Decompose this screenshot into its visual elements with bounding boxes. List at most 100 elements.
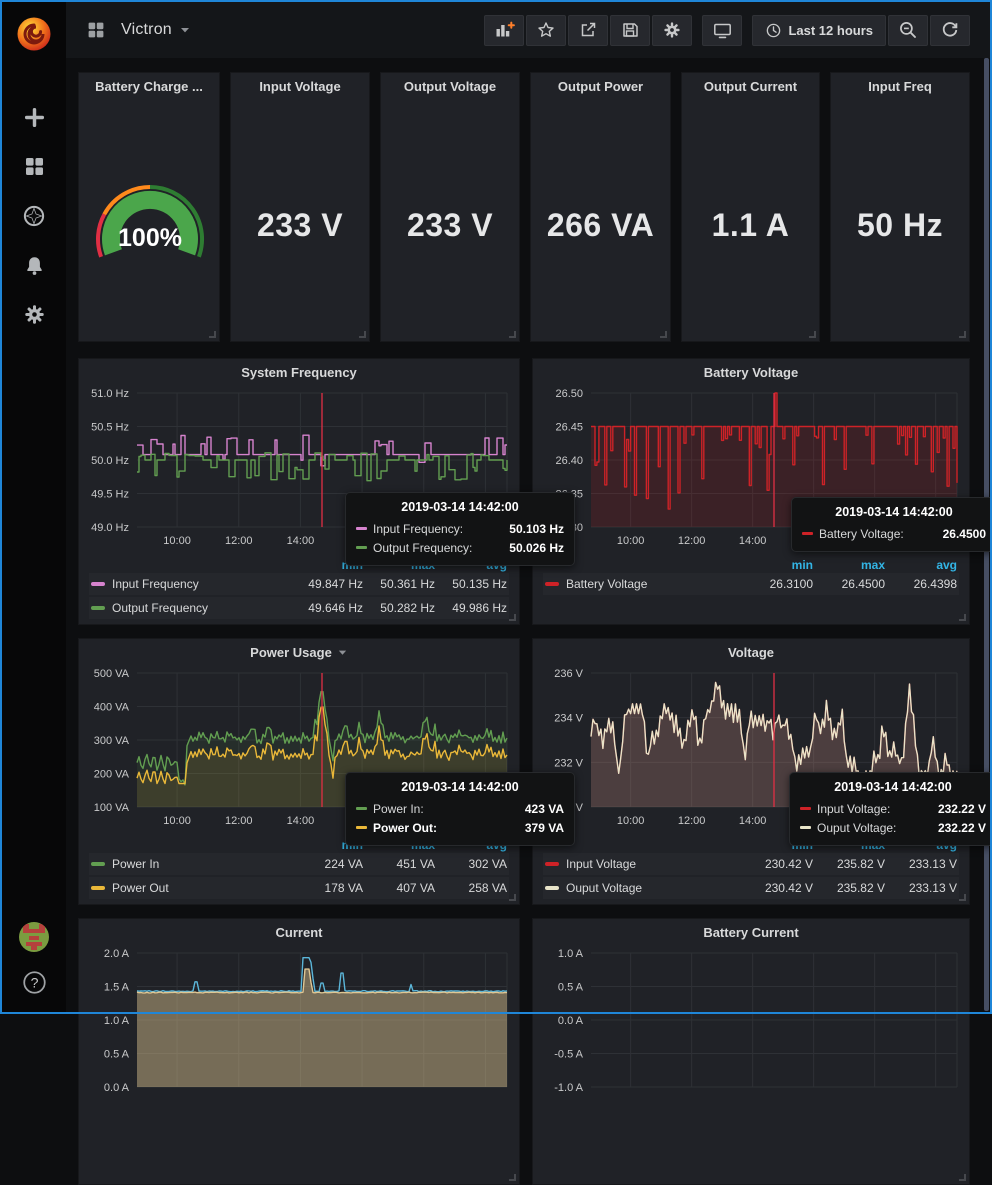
series-avg: 302 VA <box>468 857 507 871</box>
panel-title[interactable]: Battery Voltage <box>533 365 969 380</box>
series-name: Output Frequency <box>112 601 209 615</box>
zoom-out-button[interactable] <box>888 14 928 46</box>
series-name: Power Out <box>112 881 169 895</box>
panel-title-text: Input Freq <box>868 79 932 94</box>
panel-title[interactable]: Current <box>79 925 519 940</box>
tooltip-row: Output Frequency: 50.026 Hz <box>356 538 564 557</box>
graph-tooltip: 2019-03-14 14:42:00 Input Frequency: 50.1… <box>345 492 575 566</box>
page-title: Victron <box>121 21 172 38</box>
save-button[interactable] <box>610 14 651 46</box>
graph-tooltip: 2019-03-14 14:42:00 Power In: 423 VA Powe… <box>345 772 575 846</box>
legend-col-max[interactable]: max <box>860 558 885 572</box>
grafana-logo[interactable] <box>10 9 58 57</box>
panel-title[interactable]: Output Current <box>682 79 819 94</box>
time-series-plot[interactable]: 1.0 A 0.5 A 0.0 A -0.5 A -1.0 A <box>541 945 963 1115</box>
svg-text:500 VA: 500 VA <box>94 668 130 680</box>
legend-item[interactable]: Input Voltage 230.42 V 235.82 V 233.13 V <box>543 853 959 875</box>
panel-title-text: Input Voltage <box>259 79 341 94</box>
svg-text:26.40: 26.40 <box>555 455 583 467</box>
series-swatch <box>545 886 559 890</box>
tooltip-row: Battery Voltage: 26.4500 <box>802 524 986 543</box>
panel-title-text: Output Power <box>557 79 644 94</box>
legend-item[interactable]: Output Frequency 49.646 Hz 50.282 Hz 49.… <box>89 597 509 619</box>
settings-button[interactable] <box>652 14 693 46</box>
tooltip-row: Input Frequency: 50.103 Hz <box>356 519 564 538</box>
dashboard-title-dropdown[interactable]: Victron <box>115 20 197 40</box>
series-min: 224 VA <box>324 857 363 871</box>
series-avg: 233.13 V <box>908 881 957 895</box>
svg-text:1.0 A: 1.0 A <box>104 1015 130 1027</box>
graph-tooltip: 2019-03-14 14:42:00 Battery Voltage: 26.4… <box>791 497 992 552</box>
panel-title[interactable]: Battery Charge ... <box>79 79 219 94</box>
legend-item[interactable]: Input Frequency 49.847 Hz 50.361 Hz 50.1… <box>89 573 509 595</box>
legend-item[interactable]: Ouput Voltage 230.42 V 235.82 V 233.13 V <box>543 877 959 899</box>
panel-title[interactable]: Power Usage <box>79 645 519 660</box>
svg-text:12:00: 12:00 <box>225 535 253 547</box>
series-swatch <box>356 546 367 549</box>
legend-item[interactable]: Power In 224 VA 451 VA 302 VA <box>89 853 509 875</box>
legend-item[interactable]: Battery Voltage 26.3100 26.4500 26.4398 <box>543 573 959 595</box>
panel-title[interactable]: Input Freq <box>831 79 969 94</box>
panel-title[interactable]: Battery Current <box>533 925 969 940</box>
series-max: 50.282 Hz <box>380 601 435 615</box>
time-range-button[interactable]: Last 12 hours <box>752 14 886 46</box>
svg-text:26.50: 26.50 <box>555 388 583 400</box>
series-max: 26.4500 <box>841 577 885 591</box>
series-name: Input Voltage <box>566 857 637 871</box>
svg-text:50.0 Hz: 50.0 Hz <box>91 455 129 467</box>
refresh-button[interactable] <box>930 14 970 46</box>
battery-charge-gauge: 100% <box>96 185 205 258</box>
panel-battery-charge: Battery Charge ... 100% <box>78 72 220 342</box>
svg-text:50.5 Hz: 50.5 Hz <box>91 422 129 434</box>
series-min: 49.646 Hz <box>308 601 363 615</box>
panel-title[interactable]: Input Voltage <box>231 79 369 94</box>
svg-text:-0.5 A: -0.5 A <box>554 1049 583 1061</box>
svg-text:300 VA: 300 VA <box>94 735 130 747</box>
series-swatch <box>91 606 105 610</box>
sidebar-item-dashboards[interactable] <box>21 153 48 180</box>
series-swatch <box>91 862 105 866</box>
share-icon <box>582 22 596 37</box>
legend-item[interactable]: Power Out 178 VA 407 VA 258 VA <box>89 877 509 899</box>
svg-text:10:00: 10:00 <box>617 535 645 547</box>
svg-text:49.5 Hz: 49.5 Hz <box>91 489 129 501</box>
tooltip-label: Output Frequency: <box>373 540 473 555</box>
time-series-plot[interactable]: 2.0 A 1.5 A 1.0 A 0.5 A 0.0 A <box>87 945 513 1115</box>
legend-col-min[interactable]: min <box>791 558 813 572</box>
panel-title[interactable]: Output Power <box>531 79 670 94</box>
add-panel-button[interactable] <box>484 14 525 46</box>
tooltip-value: 379 VA <box>524 820 564 835</box>
cycle-view-button[interactable] <box>702 14 743 46</box>
time-series-plot[interactable]: 26.5026.4526.4026.3526.3010:0012:0014:00… <box>541 385 963 555</box>
svg-text:234 V: 234 V <box>554 713 583 725</box>
sidebar-item-alerting[interactable] <box>21 252 48 279</box>
sidebar-item-explore[interactable] <box>20 202 48 230</box>
user-avatar[interactable] <box>16 919 52 955</box>
grafana-flame-icon <box>17 17 51 51</box>
plus-icon <box>24 107 44 128</box>
panel-title[interactable]: Output Voltage <box>381 79 519 94</box>
sidebar-item-configuration[interactable] <box>21 301 48 328</box>
svg-text:?: ? <box>30 975 38 991</box>
gear-icon <box>24 305 44 324</box>
svg-text:14:00: 14:00 <box>287 815 315 827</box>
svg-text:-1.0 A: -1.0 A <box>554 1082 583 1094</box>
panel-battery-current: Battery Current 1.0 A 0.5 A 0.0 A -0.5 A -1.… <box>532 918 970 1185</box>
legend-col-avg[interactable]: avg <box>936 558 957 572</box>
help-button[interactable]: ? <box>19 967 50 998</box>
tooltip-label: Input Frequency: <box>373 521 464 536</box>
compass-icon <box>23 205 45 227</box>
sidebar-menu <box>2 104 66 328</box>
sidebar-item-create[interactable] <box>21 104 48 131</box>
star-button[interactable] <box>526 14 567 46</box>
svg-text:10:00: 10:00 <box>163 815 191 827</box>
zoom-out-icon <box>900 22 916 38</box>
panel-output-current: Output Current 1.1 A <box>681 72 820 342</box>
svg-text:12:00: 12:00 <box>678 815 706 827</box>
panel-title[interactable]: System Frequency <box>79 365 519 380</box>
question-icon: ? <box>22 971 46 994</box>
share-button[interactable] <box>568 14 609 46</box>
panel-title[interactable]: Voltage <box>533 645 969 660</box>
star-icon <box>538 22 555 37</box>
series-min: 178 VA <box>324 881 363 895</box>
